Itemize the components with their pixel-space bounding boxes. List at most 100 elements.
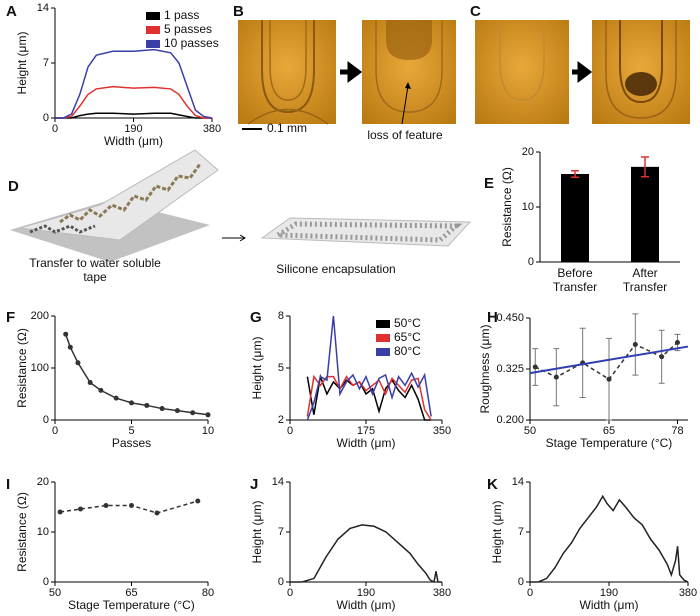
point <box>144 402 150 408</box>
x-tick-label: 350 <box>433 425 451 437</box>
point <box>75 360 81 366</box>
legend-label: 80°C <box>394 344 421 358</box>
legend-label: 1 pass <box>164 8 199 22</box>
y-tick-label: 7 <box>278 526 284 538</box>
x-axis-label: Width (μm) <box>337 598 396 612</box>
series-line <box>306 373 432 421</box>
x-tick-label: 0 <box>287 425 293 437</box>
y-tick-label: 7 <box>518 526 524 538</box>
arrow <box>222 234 246 242</box>
y-tick-label: 5 <box>278 362 284 374</box>
x-tick-label: 0 <box>527 587 533 599</box>
y-tick-label: 200 <box>31 310 49 322</box>
point <box>87 380 93 386</box>
x-tick-label: 80 <box>202 587 214 599</box>
point <box>606 376 612 382</box>
x-tick-label: 50 <box>524 425 536 437</box>
annotation-arrow <box>401 85 409 125</box>
arrow <box>572 61 593 83</box>
y-tick-label: 10 <box>37 526 49 538</box>
x-tick-label: 175 <box>357 425 375 437</box>
point <box>190 410 196 416</box>
x-tick-label: 380 <box>679 587 697 599</box>
x-tick-label: 10 <box>202 425 214 437</box>
legend-swatch <box>376 334 390 342</box>
series-line <box>59 500 199 514</box>
error-bar <box>571 169 579 179</box>
x-tick-label: 380 <box>203 123 221 135</box>
point <box>129 503 134 508</box>
y-tick-label: 0 <box>528 256 534 268</box>
arrow <box>340 61 363 83</box>
point <box>78 506 83 512</box>
micrograph <box>362 20 456 124</box>
panel-letter: F <box>6 309 15 326</box>
caption: Silicone encapsulation <box>276 262 395 276</box>
point <box>63 331 69 337</box>
point <box>674 339 680 345</box>
point <box>98 387 104 393</box>
y-tick-label: 0 <box>43 414 49 426</box>
x-tick-label-text: After Transfer <box>622 266 668 294</box>
micrograph <box>475 20 569 124</box>
fit-line <box>529 345 689 375</box>
series-line <box>306 315 432 421</box>
series-line <box>55 85 212 119</box>
point <box>174 408 180 414</box>
point <box>632 342 638 348</box>
legend-swatch <box>146 26 160 34</box>
panel-letter: H <box>487 309 498 326</box>
panel-letter: C <box>470 3 481 20</box>
y-axis-label: Resistance (Ω) <box>15 492 29 572</box>
x-tick-label: 50 <box>49 587 61 599</box>
panel-letter: D <box>8 178 19 195</box>
point <box>659 354 665 360</box>
bar <box>631 166 659 262</box>
y-axis-label: Roughness (μm) <box>478 325 492 414</box>
y-tick-label: 10 <box>522 201 534 213</box>
y-tick-label: 20 <box>522 146 534 158</box>
y-axis-label: Height (μm) <box>250 501 264 564</box>
point <box>532 364 538 370</box>
y-tick-label: 7 <box>43 57 49 69</box>
caption-text: Transfer to water soluble tape <box>29 256 161 284</box>
series-line <box>65 333 209 416</box>
x-axis-label: Passes <box>112 436 151 450</box>
x-tick-label: 190 <box>124 123 142 135</box>
caption: Transfer to water soluble tape <box>29 256 161 284</box>
point <box>57 509 63 515</box>
x-tick-label: 65 <box>603 425 615 437</box>
y-tick-label: 0.325 <box>496 363 524 375</box>
x-tick-label-text: Before Transfer <box>552 266 598 294</box>
series-line <box>306 374 432 421</box>
legend-label: 50°C <box>394 316 421 330</box>
y-tick-label: 0.450 <box>496 312 524 324</box>
annotation-arrowhead <box>405 82 411 89</box>
y-tick-label: 0 <box>43 112 49 124</box>
point <box>67 344 73 350</box>
x-tick-label: 5 <box>128 425 134 437</box>
point <box>205 412 211 418</box>
point <box>195 498 201 504</box>
x-tick-label: Before Transfer <box>552 266 598 294</box>
x-axis-label: Stage Temperature (°C) <box>546 436 673 450</box>
y-tick-label: 14 <box>512 476 524 488</box>
x-axis-label: Stage Temperature (°C) <box>68 598 195 612</box>
x-tick-label: 0 <box>52 123 58 135</box>
x-tick-label: 0 <box>52 425 58 437</box>
point <box>553 374 559 380</box>
series-line <box>530 494 689 583</box>
x-tick-label: 190 <box>600 587 618 599</box>
x-tick-label: 0 <box>287 587 293 599</box>
x-tick-label: 65 <box>125 587 137 599</box>
legend-label: 5 passes <box>164 22 212 36</box>
y-axis-label: Height (μm) <box>490 501 504 564</box>
x-tick-label: 78 <box>671 425 683 437</box>
legend-swatch <box>146 12 160 20</box>
panel-letter: E <box>484 175 494 192</box>
x-tick-label: 380 <box>433 587 451 599</box>
y-axis-label: Height (μm) <box>250 337 264 400</box>
panel-letter: A <box>6 3 17 20</box>
panel-letter: G <box>250 309 262 326</box>
